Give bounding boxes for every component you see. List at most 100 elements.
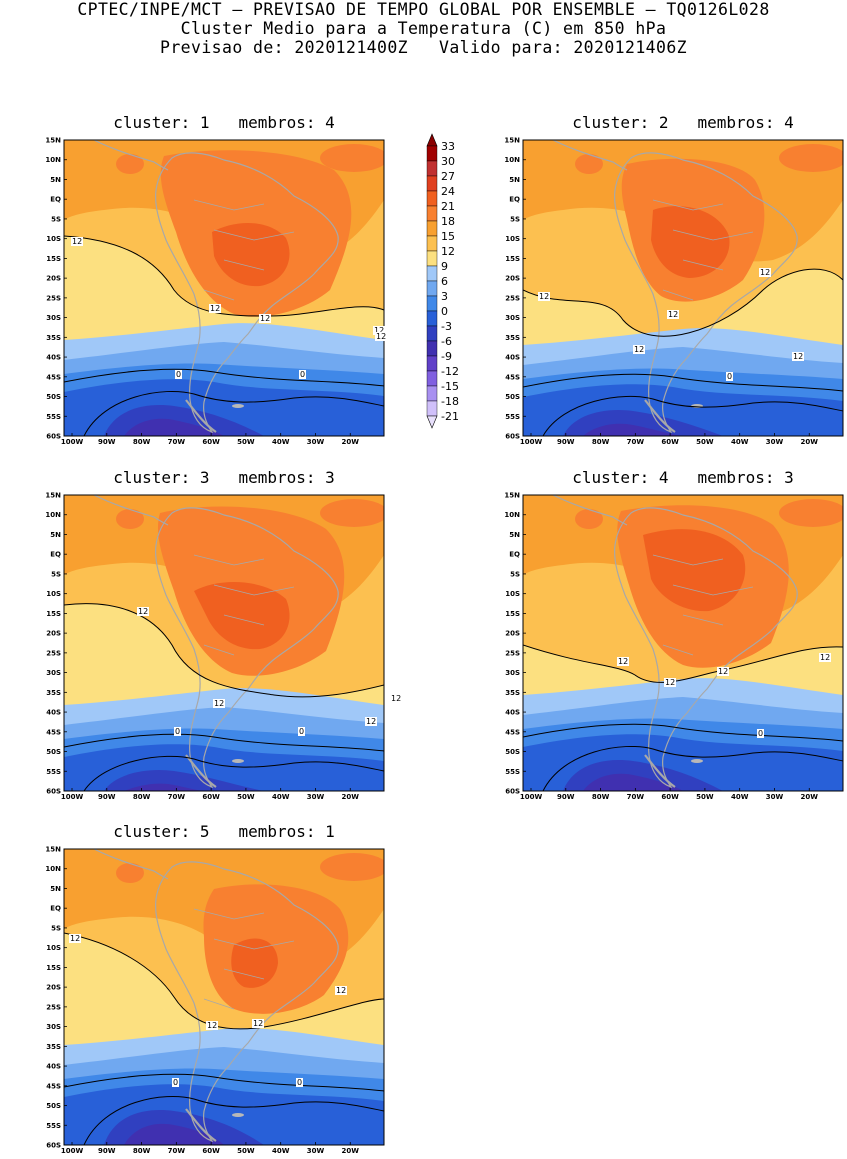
svg-text:0: 0 <box>300 370 305 379</box>
svg-text:12: 12 <box>210 304 220 313</box>
colorbar-label: -12 <box>441 365 459 378</box>
lat-tick-label: 35S <box>46 334 61 342</box>
map-panel-3: 12 12 12 12 0 0 15N 10N 5N EQ 5S 10S 15S 20S 25S 30S 35S… <box>45 492 402 801</box>
colorbar-segment <box>426 400 438 417</box>
country-borders <box>652 554 754 656</box>
field-21-ne <box>779 144 843 172</box>
lat-tick-label: 15N <box>504 492 520 500</box>
colorbar-label: 0 <box>441 305 448 318</box>
svg-text:12: 12 <box>376 332 386 341</box>
lat-tick-label: 5S <box>51 215 61 223</box>
colorbar-segment <box>426 370 438 387</box>
central-america-outline <box>93 140 169 171</box>
colorbar-segment <box>426 160 438 177</box>
field-24 <box>194 581 290 650</box>
lon-tick-label: 100W <box>520 793 543 801</box>
lat-tick-label: 5N <box>509 176 520 184</box>
lon-tick-label: 80W <box>592 793 610 801</box>
lat-tick-label: 45S <box>46 1082 61 1090</box>
lat-tick-label: 10N <box>45 156 61 164</box>
lat-tick-label: 15S <box>46 964 61 972</box>
field-m6 <box>583 773 683 791</box>
lat-tick-label: 20S <box>46 630 61 638</box>
lon-tick-label: 80W <box>133 1147 151 1155</box>
contour-label: 0 <box>299 370 306 379</box>
svg-text:0: 0 <box>727 372 732 381</box>
colorbar-label: 3 <box>441 290 448 303</box>
lat-tick-label: 60S <box>505 433 520 441</box>
continent-outline <box>155 152 339 434</box>
contour-label: 12 <box>71 237 83 246</box>
contour-label: 12 <box>664 678 676 687</box>
lon-tick-label: 30W <box>307 438 325 446</box>
colorbar-segment <box>426 310 438 327</box>
lat-tick-label: 5S <box>510 570 520 578</box>
colorbar-label: 6 <box>441 275 448 288</box>
lat-tick-label: 10N <box>45 511 61 519</box>
lat-tick-label: 55S <box>505 768 520 776</box>
lon-tick-label: 60W <box>202 1147 220 1155</box>
lon-tick-label: 60W <box>661 793 679 801</box>
map-frame <box>63 139 385 437</box>
svg-text:12: 12 <box>260 314 270 323</box>
lat-tick-label: 10S <box>505 235 520 243</box>
lon-tick-label: 20W <box>801 438 819 446</box>
contour-label: 12 <box>373 326 385 335</box>
country-borders <box>193 908 295 1010</box>
lat-tick-label: 60S <box>46 788 61 796</box>
field-m6 <box>124 1123 224 1145</box>
lat-tick-label: 5S <box>510 215 520 223</box>
field-21-ne <box>779 499 843 527</box>
continent-outline <box>155 507 339 789</box>
falkland-islands <box>232 404 244 408</box>
field-21-nw <box>116 509 144 529</box>
svg-text:0: 0 <box>175 727 180 736</box>
lat-tick-label: 30S <box>46 669 61 677</box>
svg-text:12: 12 <box>214 699 224 708</box>
lon-tick-label: 80W <box>592 438 610 446</box>
lat-tick-label: 25S <box>46 294 61 302</box>
lon-tick-label: 50W <box>237 438 255 446</box>
contour-label: 12 <box>538 292 550 301</box>
lat-tick-label: 35S <box>46 689 61 697</box>
svg-text:0: 0 <box>297 1078 302 1087</box>
lon-tick-label: 80W <box>133 438 151 446</box>
contour-label: 0 <box>757 729 764 738</box>
contour-label: 12 <box>252 1019 264 1028</box>
tierra-del-fuego <box>644 754 676 788</box>
lon-tick-label: 30W <box>307 793 325 801</box>
central-america-outline <box>93 849 169 880</box>
contour-12 <box>64 603 384 698</box>
central-america-outline <box>93 495 169 526</box>
lon-tick-label: 60W <box>202 438 220 446</box>
contour-label: 12 <box>390 694 402 703</box>
lat-tick-label: 15S <box>46 610 61 618</box>
lat-tick-label: 10N <box>504 156 520 164</box>
lat-tick-label: 40S <box>505 709 520 717</box>
field-24 <box>231 938 278 988</box>
lat-tick-label: 10S <box>46 944 61 952</box>
lon-tick-label: 100W <box>61 438 84 446</box>
colorbar-segment <box>426 205 438 222</box>
lat-tick-label: 5N <box>509 531 520 539</box>
lat-tick-label: 55S <box>505 413 520 421</box>
header-line-3: Previsao de: 2020121400Z Valido para: 20… <box>159 38 688 57</box>
lon-tick-label: 20W <box>342 793 360 801</box>
contour-label: 0 <box>175 370 182 379</box>
contour-label: 12 <box>137 607 149 616</box>
lat-tick-label: 5S <box>51 924 61 932</box>
contour-0-south <box>542 395 843 436</box>
map-panel-4: 12 12 12 12 0 15N 10N 5N EQ 5S 10S 15S 20S 25S 30S 35S 4… <box>504 492 844 801</box>
lat-tick-label: 45S <box>46 728 61 736</box>
lon-tick-label: 90W <box>98 793 116 801</box>
svg-text:0: 0 <box>758 729 763 738</box>
field-24 <box>212 222 290 287</box>
lon-tick-label: 100W <box>520 438 543 446</box>
map-frame <box>63 848 385 1146</box>
lat-tick-label: 45S <box>46 373 61 381</box>
colorbar-segment <box>426 340 438 357</box>
lat-tick-label: 30S <box>505 314 520 322</box>
field-24 <box>651 206 730 278</box>
lat-tick-label: 35S <box>505 689 520 697</box>
continent-outline <box>155 861 339 1143</box>
